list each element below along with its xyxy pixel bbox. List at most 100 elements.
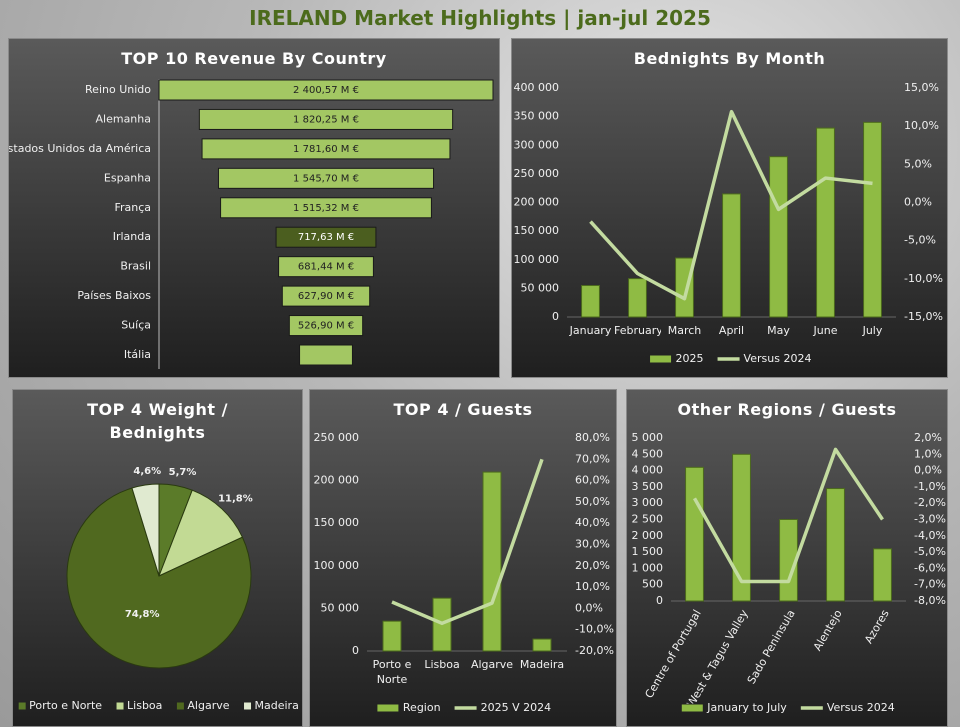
chart-title: TOP 4 / Guests (393, 400, 533, 419)
y-tick-label: 150 000 (514, 224, 560, 237)
chart: 5,7% 11,8% 74,8% 4,6% Porto e Norte Lisboa Alg… (17, 466, 299, 712)
x-tick-label: June (813, 324, 838, 337)
category-label: Espanha (104, 171, 151, 184)
y-tick-label: 0 (656, 594, 663, 607)
value-label: 627,90 M € (298, 291, 354, 302)
legend-swatch (175, 701, 185, 711)
y2-tick-label: -1,0% (914, 480, 946, 493)
x-tick-label: February (614, 324, 661, 337)
value-label: 1 781,60 M € (293, 144, 359, 155)
y2-tick-label: -6,0% (914, 561, 946, 574)
y-tick-label: 350 000 (514, 110, 560, 123)
y-tick-label: 50 000 (321, 601, 360, 614)
legend-label: Porto e Norte (29, 699, 102, 712)
dashboard-title: IRELAND Market Highlights | jan-jul 2025 (249, 6, 711, 30)
pie-label: 4,6% (133, 466, 161, 477)
legend-swatch (115, 701, 125, 711)
y-tick-label: 150 000 (314, 516, 360, 529)
y2-tick-label: 5,0% (904, 157, 932, 170)
bar (685, 466, 704, 602)
y2-tick-label: 30,0% (575, 538, 610, 551)
y-tick-label: 5 000 (632, 431, 664, 444)
y2-tick-label: -8,0% (914, 594, 946, 607)
y-tick-label: 400 000 (514, 81, 560, 94)
legend: 2025 Versus 2024 (649, 352, 812, 365)
x-tick-label: Azores (862, 607, 892, 646)
chart-panel: 5,7% 11,8% 74,8% 4,6% Porto e Norte Lisboa Alg… (12, 389, 303, 727)
value-label: 681,44 M € (298, 262, 354, 273)
chart: Reino Unido 2 400,57 M € Alemanha 1 820,25 … (9, 79, 494, 369)
value-label: 717,63 M € (298, 232, 354, 243)
bar (278, 256, 374, 278)
bar (482, 471, 502, 652)
bar (217, 167, 435, 189)
legend-label: Algarve (187, 699, 229, 712)
bar (769, 156, 788, 318)
x-tick-label: Alentejo (811, 607, 845, 653)
legend: Region 2025 V 2024 (376, 701, 551, 714)
category-label: Países Baixos (77, 289, 151, 302)
chart: 0 50 000 100 000 150 000 200 000 250 000 -20,0… (314, 431, 614, 714)
y2-tick-label: 50,0% (575, 495, 610, 508)
y-tick-label: 200 000 (314, 474, 360, 487)
category-label: Estados Unidos da América (9, 142, 151, 155)
chart: 0 50 000 100 000 150 000 200 000 250 000 300 0… (514, 81, 943, 365)
legend-swatch (17, 701, 27, 711)
category-label: França (114, 201, 151, 214)
x-tick-label: Sado Peninsula (745, 608, 798, 687)
y2-tick-label: 2,0% (914, 431, 942, 444)
x-tick-label: May (767, 324, 790, 337)
x-tick-label-box: January (570, 324, 612, 337)
legend-swatch (649, 354, 673, 364)
legend-label: Versus 2024 (744, 352, 812, 365)
bar (826, 488, 845, 602)
x-tick-label: Porto e Norte (372, 658, 412, 686)
x-tick-label: March (667, 324, 702, 337)
y2-tick-label: -3,0% (914, 513, 946, 526)
category-label: Brasil (120, 260, 151, 273)
category-label: Reino Unido (85, 83, 151, 96)
x-tick-label-box: May (767, 324, 790, 337)
chart-title: Other Regions / Guests (677, 400, 897, 419)
category-label: Itália (124, 348, 151, 361)
legend: January to July Versus 2024 (680, 701, 895, 714)
y-tick-label: 4 500 (632, 447, 664, 460)
legend-label: Lisboa (127, 699, 162, 712)
y-tick-label: 200 000 (514, 196, 560, 209)
category-label: Irlanda (113, 230, 151, 243)
legend-label: Madeira (255, 699, 299, 712)
pie-label: 74,8% (125, 609, 160, 620)
chart-panel: 0 500 1 000 1 500 2 000 2 500 3 000 3 500 4 000 4… (626, 389, 948, 727)
y-tick-label: 250 000 (514, 167, 560, 180)
bar (281, 285, 371, 307)
bar (299, 344, 353, 366)
y2-tick-label: -2,0% (914, 496, 946, 509)
y2-tick-label: -20,0% (575, 644, 614, 657)
legend-label: January to July (706, 701, 787, 714)
value-label: 526,90 M € (298, 321, 354, 332)
x-tick-label-box: June (813, 324, 838, 337)
bar (275, 226, 377, 248)
x-tick-label-box: April (718, 324, 745, 337)
y2-tick-label: 10,0% (904, 119, 939, 132)
chart-title: TOP 10 Revenue By Country (121, 49, 387, 68)
y-tick-label: 300 000 (514, 138, 560, 151)
y-tick-label: 50 000 (521, 281, 560, 294)
bar (532, 638, 552, 652)
pie-slice (131, 483, 160, 577)
y2-tick-label: 80,0% (575, 431, 610, 444)
x-tick-label-box: Madeira (520, 658, 564, 671)
legend-label: Region (403, 701, 441, 714)
chart-title: TOP 4 Weight / Bednights (87, 400, 228, 442)
x-tick-label: April (718, 324, 745, 337)
legend-label: 2025 (676, 352, 704, 365)
y2-tick-label: -10,0% (904, 272, 943, 285)
y2-tick-label: 0,0% (914, 464, 942, 477)
category-label: Alemanha (96, 112, 152, 125)
x-tick-label: Algarve (470, 658, 514, 671)
y-tick-label: 0 (552, 310, 559, 323)
y-tick-label: 1 500 (632, 545, 664, 558)
x-tick-label-box: February (614, 324, 661, 337)
bar (158, 79, 494, 101)
